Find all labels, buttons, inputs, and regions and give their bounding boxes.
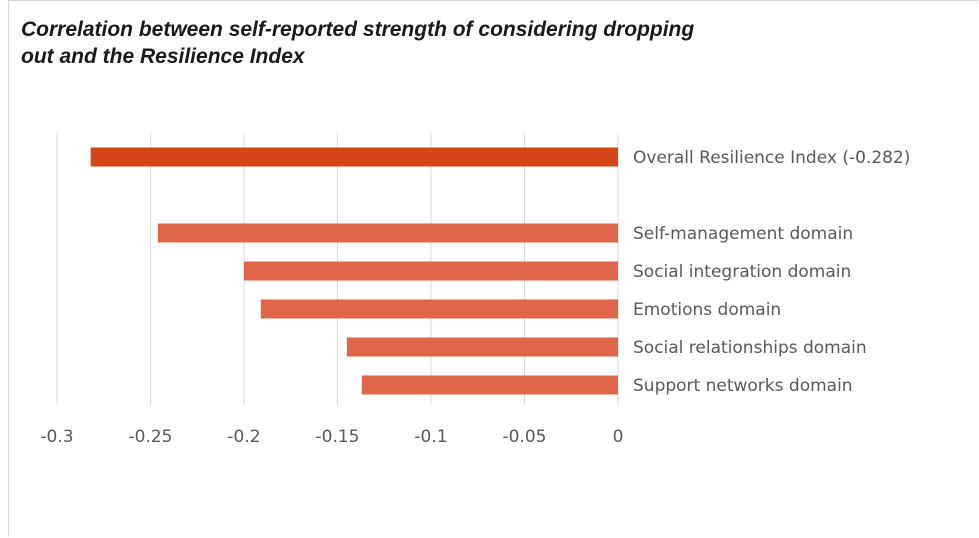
bar-domain	[244, 261, 618, 281]
category-labels: Overall Resilience Index (-0.282) Self-ma…	[633, 148, 910, 396]
chart-frame	[8, 0, 978, 537]
bar-domain	[260, 299, 618, 319]
category-label: Self-management domain	[633, 224, 853, 244]
x-tick-label: -0.05	[503, 427, 547, 447]
category-label: Social relationships domain	[633, 338, 867, 358]
category-label: Social integration domain	[633, 262, 851, 282]
bar-overall-resilience-index	[90, 147, 618, 167]
x-tick-label: -0.15	[316, 427, 360, 447]
category-label: Support networks domain	[633, 376, 853, 396]
bar-domain	[346, 337, 618, 357]
x-tick-label: -0.2	[227, 427, 260, 447]
x-tick-label: -0.3	[40, 427, 73, 447]
chart-title: Correlation between self-reported streng…	[21, 18, 695, 68]
bar-domain	[361, 375, 618, 395]
category-label: Emotions domain	[633, 300, 781, 320]
bar-domain	[157, 223, 619, 243]
x-axis-ticks: -0.3 -0.25 -0.2 -0.15 -0.1 -0.05 0	[40, 427, 623, 447]
x-tick-label: 0	[613, 427, 624, 447]
bars	[90, 147, 619, 395]
x-tick-label: -0.25	[129, 427, 173, 447]
x-tick-label: -0.1	[414, 427, 447, 447]
category-label: Overall Resilience Index (-0.282)	[633, 148, 910, 168]
